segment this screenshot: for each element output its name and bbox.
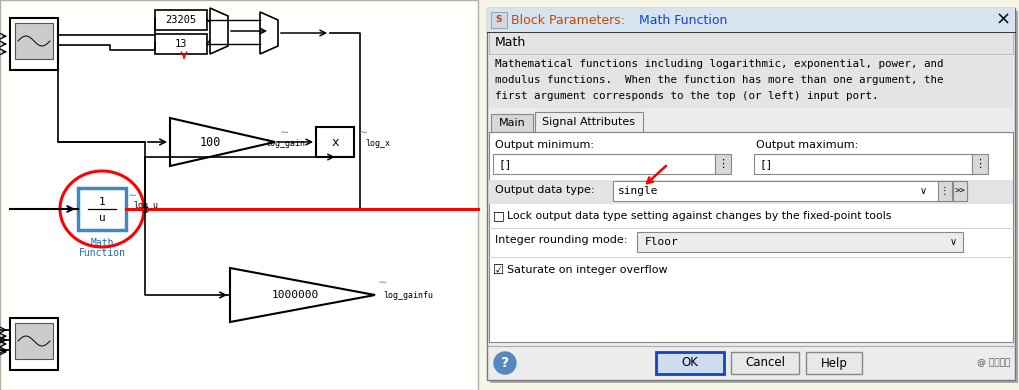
Text: log_gainfu: log_gainfu (382, 291, 433, 300)
Bar (805, 352, 861, 374)
Text: log_x: log_x (365, 138, 389, 147)
Text: log_gain: log_gain (265, 138, 305, 147)
Text: Signal Attributes: Signal Attributes (542, 117, 635, 127)
Bar (155, 10, 207, 30)
Text: x: x (331, 135, 338, 149)
Polygon shape (260, 12, 278, 54)
Text: Math: Math (90, 238, 114, 248)
Text: Output data type:: Output data type: (494, 185, 594, 195)
Text: Saturate on integer overflow: Saturate on integer overflow (506, 265, 667, 275)
Bar (489, 11, 1017, 383)
Text: Integer rounding mode:: Integer rounding mode: (494, 235, 627, 245)
Bar (490, 12, 506, 28)
Text: Math: Math (494, 37, 526, 50)
Text: 100: 100 (199, 135, 220, 149)
Text: ×: × (995, 11, 1010, 29)
Text: 1000000: 1000000 (271, 290, 318, 300)
Bar (612, 181, 966, 201)
Text: ?: ? (500, 356, 508, 370)
Text: 23205: 23205 (165, 15, 197, 25)
Text: log_u: log_u (132, 202, 158, 211)
Text: Cancel: Cancel (744, 356, 785, 369)
Text: u: u (99, 213, 105, 223)
Text: Output maximum:: Output maximum: (755, 140, 857, 150)
Bar (488, 180, 1012, 204)
Bar (971, 154, 987, 174)
Polygon shape (170, 118, 275, 166)
Text: S: S (495, 16, 501, 25)
Text: Help: Help (819, 356, 847, 369)
Bar (10, 318, 58, 370)
Bar (0, 0, 478, 390)
Bar (10, 18, 58, 70)
Text: ⋮: ⋮ (973, 159, 984, 169)
Text: ☑: ☑ (492, 264, 503, 277)
Text: modulus functions.  When the function has more than one argument, the: modulus functions. When the function has… (494, 75, 943, 85)
Bar (937, 181, 951, 201)
Text: ∼: ∼ (378, 278, 387, 288)
Text: >>: >> (954, 186, 964, 195)
Text: Lock output data type setting against changes by the fixed-point tools: Lock output data type setting against ch… (506, 211, 891, 221)
Bar (490, 114, 533, 132)
Text: ∼: ∼ (359, 128, 368, 138)
Text: @ 轩青觥语: @ 轩青觥语 (975, 358, 1009, 367)
Text: ∨: ∨ (949, 237, 956, 247)
Text: ∨: ∨ (918, 186, 925, 196)
Bar (655, 352, 723, 374)
Bar (492, 154, 714, 174)
Bar (952, 181, 966, 201)
Text: first argument corresponds to the top (or left) input port.: first argument corresponds to the top (o… (494, 91, 877, 101)
Bar (155, 34, 207, 54)
Polygon shape (229, 268, 375, 322)
Circle shape (493, 352, 516, 374)
Text: Mathematical functions including logarithmic, exponential, power, and: Mathematical functions including logarit… (494, 59, 943, 69)
Text: ∼: ∼ (280, 128, 289, 138)
Text: Floor: Floor (644, 237, 678, 247)
Text: Block Parameters:: Block Parameters: (511, 14, 629, 27)
Text: []: [] (759, 159, 772, 169)
Polygon shape (210, 8, 228, 54)
Bar (486, 8, 1014, 380)
Bar (488, 132, 1012, 342)
Text: single: single (618, 186, 658, 196)
Text: []: [] (498, 159, 512, 169)
Text: □: □ (492, 209, 504, 223)
Bar (15, 23, 53, 59)
Bar (535, 112, 642, 132)
Bar (637, 232, 962, 252)
Bar (731, 352, 798, 374)
Bar (486, 8, 1014, 32)
Text: 13: 13 (174, 39, 187, 49)
Text: Function: Function (78, 248, 125, 258)
Text: ⋮: ⋮ (716, 159, 728, 169)
Bar (714, 154, 731, 174)
Bar (488, 56, 1012, 108)
Bar (77, 188, 126, 230)
Text: Main: Main (498, 118, 525, 128)
Text: 1: 1 (99, 197, 105, 207)
Text: OK: OK (681, 356, 698, 369)
Text: Math Function: Math Function (638, 14, 727, 27)
Bar (488, 32, 1012, 54)
Text: Output minimum:: Output minimum: (494, 140, 593, 150)
Bar (316, 127, 354, 157)
Text: ∼: ∼ (128, 191, 138, 201)
Bar (15, 323, 53, 359)
Text: ⋮: ⋮ (940, 186, 949, 196)
Bar (753, 154, 971, 174)
